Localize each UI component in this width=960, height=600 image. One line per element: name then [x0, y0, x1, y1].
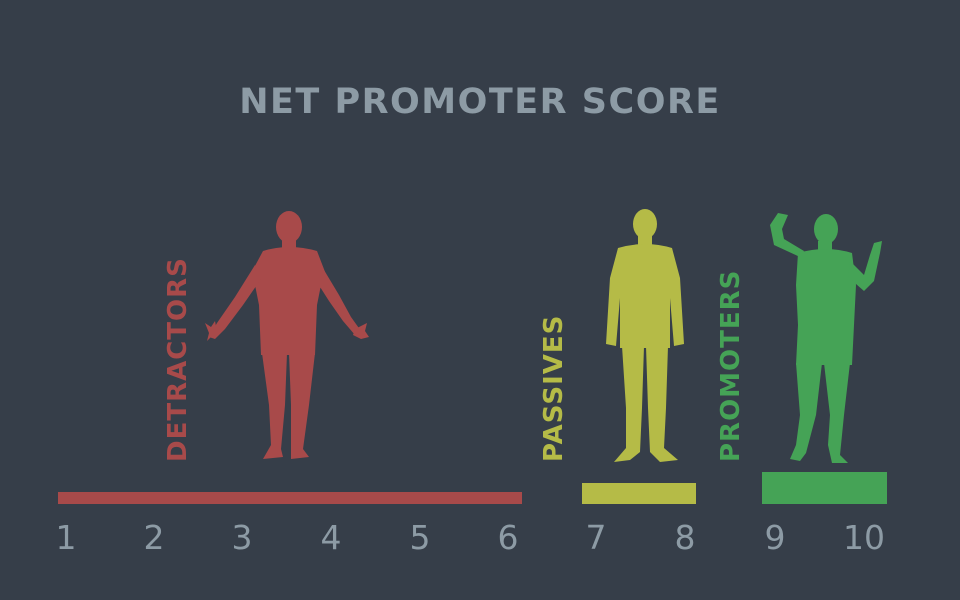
scale-number-7: 7	[585, 518, 607, 557]
detractors-label: DETRACTORS	[163, 257, 193, 462]
promoters-label: PROMOTERS	[716, 269, 746, 462]
detractors-bar	[58, 492, 522, 504]
cheering-person-icon	[770, 213, 882, 463]
scale-number-4: 4	[320, 518, 342, 557]
page-title: NET PROMOTER SCORE	[239, 82, 721, 122]
scale-number-6: 6	[497, 518, 519, 557]
promoters-bar	[762, 472, 887, 504]
passives-label: PASSIVES	[539, 314, 569, 462]
passives-bar	[582, 483, 696, 504]
neutral-person-icon	[606, 209, 684, 462]
scale-number-3: 3	[231, 518, 253, 557]
scale-number-2: 2	[143, 518, 165, 557]
scale-number-5: 5	[409, 518, 431, 557]
frustrated-person-icon	[205, 211, 369, 459]
scale-number-9: 9	[764, 518, 786, 557]
scale-number-10: 10	[843, 518, 885, 557]
scale-number-8: 8	[674, 518, 696, 557]
scale-number-1: 1	[55, 518, 77, 557]
